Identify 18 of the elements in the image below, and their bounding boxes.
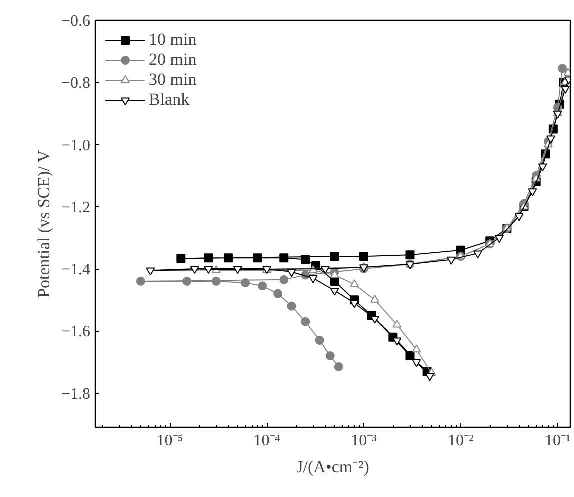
y-tick-label: −0.6	[61, 13, 91, 30]
legend-label: 10 min	[149, 30, 197, 50]
x-tick-label: 10⁻⁵	[156, 432, 184, 450]
x-tick-label: 10⁻²	[448, 432, 474, 450]
legend-label: 30 min	[149, 70, 197, 90]
x-tick-label: 10⁻¹	[544, 432, 571, 450]
y-tick-label: −1.6	[61, 324, 91, 341]
legend-label: 20 min	[149, 50, 197, 70]
y-axis-title: Potential (vs SCE)/ V	[34, 150, 54, 298]
y-tick-label: −1.8	[61, 386, 91, 403]
y-tick-label: −1.0	[61, 137, 91, 154]
y-tick-label: −1.4	[61, 262, 91, 279]
legend-label: Blank	[149, 90, 190, 110]
x-axis-title: J/(A•cm⁻²)	[296, 458, 370, 476]
x-tick-label: 10⁻⁴	[254, 432, 281, 450]
x-tick-label: 10⁻³	[351, 432, 378, 450]
y-tick-label: −1.2	[61, 199, 91, 216]
y-tick-label: −0.8	[61, 75, 91, 92]
